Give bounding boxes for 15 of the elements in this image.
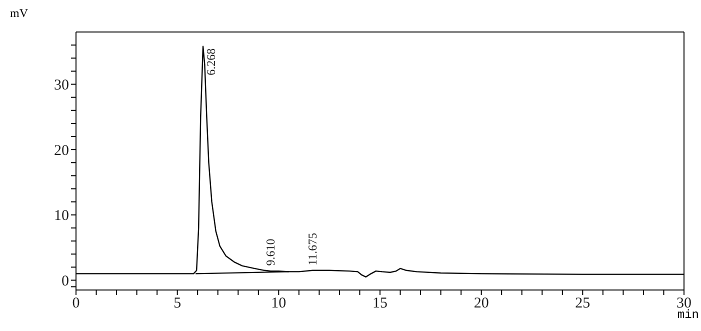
x-axis-title: min (677, 308, 699, 322)
annotation: 6.268 (204, 48, 218, 76)
x-tick-label: 15 (372, 296, 388, 312)
x-tick-label: 20 (474, 296, 489, 312)
y-tick-label: 10 (54, 208, 69, 224)
y-tick-label: 20 (54, 142, 69, 159)
annotation: 9.610 (264, 238, 278, 266)
annotation: 11.675 (306, 232, 320, 266)
y-axis-title: mV (10, 6, 28, 21)
x-tick-label: 5 (174, 296, 182, 312)
x-tick-label: 10 (271, 296, 286, 312)
x-tick-label: 25 (575, 296, 590, 312)
x-tick-label: 0 (72, 296, 80, 312)
y-tick-label: 30 (54, 78, 69, 94)
y-tick-label: 0 (62, 274, 69, 290)
